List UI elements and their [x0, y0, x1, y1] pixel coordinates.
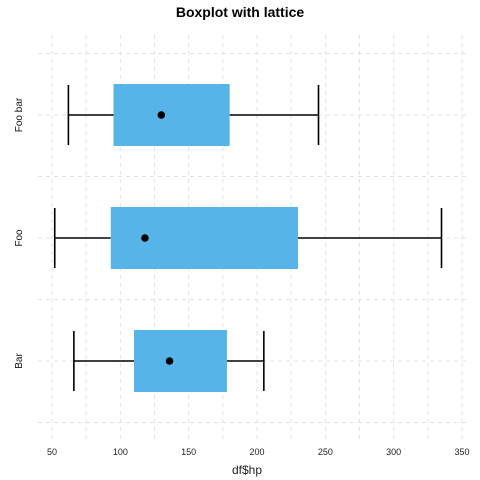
y-category-label: Foo bar	[14, 97, 25, 132]
box-foo-bar	[67, 84, 320, 146]
x-tick-label: 150	[181, 447, 196, 457]
x-tick-label: 50	[47, 447, 57, 457]
x-tick-label: 300	[386, 447, 401, 457]
x-axis-ticks: 50 100 150 200 250 300 350	[47, 447, 470, 457]
box-iqr	[110, 207, 299, 269]
median-dot	[165, 357, 174, 365]
x-tick-label: 100	[113, 447, 128, 457]
y-category-label: Foo	[14, 229, 25, 247]
x-tick-label: 200	[249, 447, 264, 457]
x-tick-label: 350	[454, 447, 469, 457]
x-tick-label: 250	[318, 447, 333, 457]
y-category-label: Bar	[14, 353, 25, 369]
box-bar	[73, 330, 265, 392]
x-axis-title: df$hp	[232, 463, 262, 477]
median-dot	[141, 234, 149, 242]
box-iqr	[113, 84, 230, 146]
median-dot	[157, 111, 166, 119]
box-iqr	[134, 330, 227, 392]
y-axis-categories: Foo bar Foo Bar	[14, 97, 25, 369]
box-foo	[53, 207, 443, 269]
chart-title: Boxplot with lattice	[176, 4, 305, 20]
boxes	[53, 84, 443, 392]
